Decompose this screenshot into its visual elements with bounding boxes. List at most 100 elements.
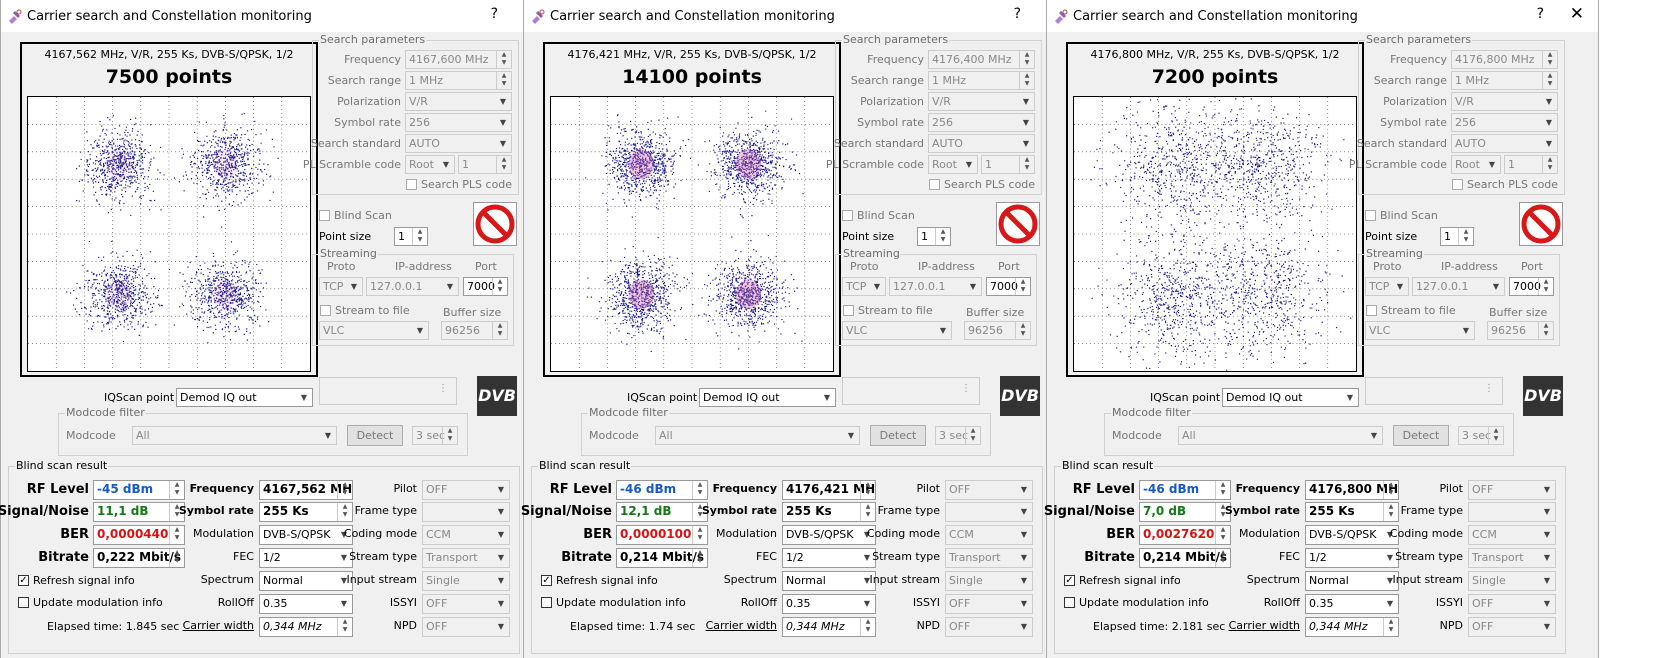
rolloff-select[interactable]: 0.35 ▼ (1305, 594, 1399, 614)
carrier-width-label[interactable]: Carrier width (705, 619, 777, 632)
refresh-signal-checkbox[interactable]: ✓ (541, 575, 552, 586)
help-button[interactable]: ? (1013, 6, 1021, 22)
result-symbol-rate-field[interactable]: 255 Ks ▲ ▼ (259, 502, 353, 522)
carrier-width-field[interactable]: 0,344 MHz ▲ ▼ (1305, 617, 1399, 637)
stream-type-select[interactable]: Transport ▼ (1468, 548, 1556, 568)
pl-mode-select[interactable]: Root ▼ (405, 155, 455, 174)
buffer-size-input[interactable]: 96256 ▲ ▼ (441, 321, 508, 340)
modcode-select[interactable]: All ▼ (655, 426, 860, 445)
stream-type-select[interactable]: Transport ▼ (945, 548, 1033, 568)
issyi-select[interactable]: OFF ▼ (422, 594, 510, 614)
coding-mode-select[interactable]: CCM ▼ (1468, 525, 1556, 545)
search-pls-checkbox[interactable] (929, 179, 940, 190)
frequency-input[interactable]: 4167,600 MHz ▲ ▼ (405, 50, 512, 69)
result-frequency-field[interactable]: 4176,800 MHz ▲ ▼ (1305, 480, 1399, 500)
input-stream-select[interactable]: Single ▼ (422, 571, 510, 591)
modulation-select[interactable]: DVB-S/QPSK ▼ (1305, 525, 1399, 545)
update-modulation-checkbox[interactable] (1064, 597, 1075, 608)
fec-select[interactable]: 1/2 ▼ (782, 548, 876, 568)
detect-button[interactable]: Detect (347, 425, 403, 446)
modulation-select[interactable]: DVB-S/QPSK ▼ (782, 525, 876, 545)
npd-select[interactable]: OFF ▼ (422, 617, 510, 637)
blind-scan-checkbox[interactable] (1365, 210, 1376, 221)
ber-field[interactable]: 0,0027620 ▲ ▼ (1139, 525, 1231, 545)
iqscan-point-select[interactable]: Demod IQ out ▼ (699, 388, 836, 407)
signal-noise-field[interactable]: 11,1 dB ▲ ▼ (93, 502, 185, 522)
result-symbol-rate-field[interactable]: 255 Ks ▲ ▼ (782, 502, 876, 522)
stop-button[interactable] (996, 202, 1040, 246)
buffer-size-input[interactable]: 96256 ▲ ▼ (964, 321, 1031, 340)
modulation-select[interactable]: DVB-S/QPSK ▼ (259, 525, 353, 545)
help-button[interactable]: ? (1536, 6, 1544, 22)
rolloff-select[interactable]: 0.35 ▼ (782, 594, 876, 614)
port-input[interactable]: 7000 ▲ ▼ (1509, 277, 1554, 296)
carrier-width-field[interactable]: 0,344 MHz ▲ ▼ (782, 617, 876, 637)
player-select[interactable]: VLC ▼ (1365, 321, 1475, 340)
frequency-input[interactable]: 4176,400 MHz ▲ ▼ (928, 50, 1035, 69)
fec-select[interactable]: 1/2 ▼ (259, 548, 353, 568)
spectrum-select[interactable]: Normal ▼ (1305, 571, 1399, 591)
rf-level-field[interactable]: -45 dBm ▲ ▼ (93, 480, 185, 500)
polarization-select[interactable]: V/R ▼ (405, 92, 512, 111)
detect-button[interactable]: Detect (1393, 425, 1449, 446)
signal-noise-field[interactable]: 12,1 dB ▲ ▼ (616, 502, 708, 522)
stop-button[interactable] (1519, 202, 1563, 246)
coding-mode-select[interactable]: CCM ▼ (945, 525, 1033, 545)
point-size-input[interactable]: 1 ▲ ▼ (394, 227, 428, 246)
rf-level-field[interactable]: -46 dBm ▲ ▼ (1139, 480, 1231, 500)
pl-mode-select[interactable]: Root ▼ (1451, 155, 1501, 174)
pl-mode-select[interactable]: Root ▼ (928, 155, 978, 174)
rolloff-select[interactable]: 0.35 ▼ (259, 594, 353, 614)
coding-mode-select[interactable]: CCM ▼ (422, 525, 510, 545)
frequency-input[interactable]: 4176,800 MHz ▲ ▼ (1451, 50, 1558, 69)
update-modulation-checkbox[interactable] (18, 597, 29, 608)
frame-type-select[interactable]: ▼ (945, 502, 1033, 522)
detect-button[interactable]: Detect (870, 425, 926, 446)
stream-type-select[interactable]: Transport ▼ (422, 548, 510, 568)
carrier-width-label[interactable]: Carrier width (1228, 619, 1300, 632)
fec-select[interactable]: 1/2 ▼ (1305, 548, 1399, 568)
ber-field[interactable]: 0,0000440 ▲ ▼ (93, 525, 185, 545)
polarization-select[interactable]: V/R ▼ (928, 92, 1035, 111)
rf-level-field[interactable]: -46 dBm ▲ ▼ (616, 480, 708, 500)
search-pls-checkbox[interactable] (406, 179, 417, 190)
frame-type-select[interactable]: ▼ (422, 502, 510, 522)
search-standard-select[interactable]: AUTO ▼ (1451, 134, 1558, 153)
iqscan-point-select[interactable]: Demod IQ out ▼ (1222, 388, 1359, 407)
blind-scan-checkbox[interactable] (842, 210, 853, 221)
proto-select[interactable]: TCP ▼ (1365, 277, 1409, 296)
player-select[interactable]: VLC ▼ (319, 321, 429, 340)
input-stream-select[interactable]: Single ▼ (1468, 571, 1556, 591)
close-button[interactable]: ✕ (1569, 4, 1584, 24)
proto-select[interactable]: TCP ▼ (842, 277, 886, 296)
spectrum-select[interactable]: Normal ▼ (782, 571, 876, 591)
search-range-input[interactable]: 1 MHz ▲ ▼ (928, 71, 1035, 90)
pl-code-input[interactable]: 1 ▲ ▼ (458, 155, 512, 174)
proto-select[interactable]: TCP ▼ (319, 277, 363, 296)
help-button[interactable]: ? (490, 6, 498, 22)
input-stream-select[interactable]: Single ▼ (945, 571, 1033, 591)
stream-to-file-checkbox[interactable] (843, 305, 854, 316)
symbol-rate-select[interactable]: 256 ▼ (405, 113, 512, 132)
polarization-select[interactable]: V/R ▼ (1451, 92, 1558, 111)
search-range-input[interactable]: 1 MHz ▲ ▼ (1451, 71, 1558, 90)
modcode-select[interactable]: All ▼ (132, 426, 337, 445)
pilot-select[interactable]: OFF ▼ (945, 480, 1033, 500)
result-frequency-field[interactable]: 4176,421 MHz ▲ ▼ (782, 480, 876, 500)
search-standard-select[interactable]: AUTO ▼ (928, 134, 1035, 153)
stream-to-file-checkbox[interactable] (320, 305, 331, 316)
search-pls-checkbox[interactable] (1452, 179, 1463, 190)
npd-select[interactable]: OFF ▼ (945, 617, 1033, 637)
player-select[interactable]: VLC ▼ (842, 321, 952, 340)
modcode-select[interactable]: All ▼ (1178, 426, 1383, 445)
signal-noise-field[interactable]: 7,0 dB ▲ ▼ (1139, 502, 1231, 522)
ip-address-select[interactable]: 127.0.0.1 ▼ (366, 277, 459, 296)
buffer-size-input[interactable]: 96256 ▲ ▼ (1487, 321, 1554, 340)
issyi-select[interactable]: OFF ▼ (945, 594, 1033, 614)
port-input[interactable]: 7000 ▲ ▼ (463, 277, 508, 296)
carrier-width-label[interactable]: Carrier width (182, 619, 254, 632)
frame-type-select[interactable]: ▼ (1468, 502, 1556, 522)
result-symbol-rate-field[interactable]: 255 Ks ▲ ▼ (1305, 502, 1399, 522)
detect-time-input[interactable]: 3 sec ▲ ▼ (412, 426, 458, 445)
ip-address-select[interactable]: 127.0.0.1 ▼ (889, 277, 982, 296)
